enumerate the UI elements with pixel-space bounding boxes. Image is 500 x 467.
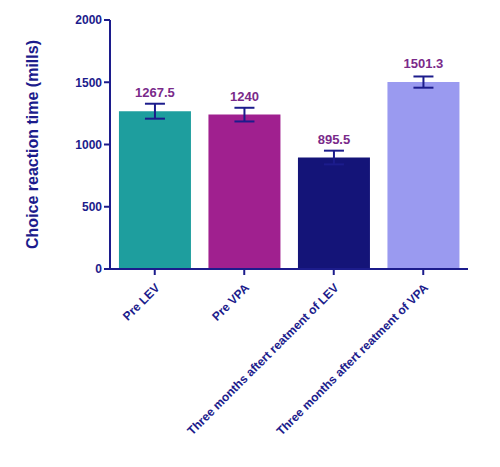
svg-text:1500: 1500	[75, 76, 102, 90]
svg-text:Pre LEV: Pre LEV	[120, 281, 162, 323]
svg-text:500: 500	[82, 200, 102, 214]
svg-text:Pre VPA: Pre VPA	[209, 281, 252, 324]
svg-text:1240: 1240	[230, 89, 259, 104]
svg-text:0: 0	[95, 262, 102, 276]
svg-text:1000: 1000	[75, 138, 102, 152]
svg-text:2000: 2000	[75, 13, 102, 27]
svg-text:1267.5: 1267.5	[135, 85, 175, 100]
svg-text:Choice reaction time (mills): Choice reaction time (mills)	[24, 40, 41, 249]
svg-text:895.5: 895.5	[318, 132, 351, 147]
svg-text:Three months aftert reatment o: Three months aftert reatment of LEV	[185, 281, 342, 438]
svg-text:Three months aftert reatment o: Three months aftert reatment of VPA	[274, 281, 432, 439]
svg-text:1501.3: 1501.3	[404, 56, 444, 71]
